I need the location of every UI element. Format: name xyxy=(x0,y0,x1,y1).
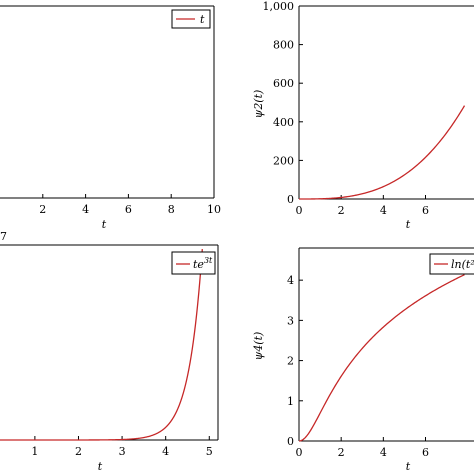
y-axis-label: ψ4(t) xyxy=(252,332,265,361)
y-tick-label: 0 xyxy=(287,435,294,448)
x-axis-label: t xyxy=(406,460,411,473)
x-tick-label: 6 xyxy=(125,203,132,216)
y-ticks: 0 200 400 600 800 1,000 xyxy=(263,0,303,206)
x-tick-label: 4 xyxy=(162,445,169,458)
legend: te3t xyxy=(171,251,216,275)
x-axis-label: t xyxy=(406,218,411,231)
x-tick-label: 2 xyxy=(75,445,82,458)
legend-label: te3t xyxy=(193,256,213,271)
x-tick-label: 4 xyxy=(82,203,89,216)
y-tick-label: 4 xyxy=(287,274,294,287)
x-tick-label: 6 xyxy=(422,446,429,459)
x-ticks: 0 2 4 6 xyxy=(296,437,429,459)
series-group xyxy=(298,274,465,442)
x-ticks: 2 4 6 8 10 xyxy=(39,194,221,216)
y-tick-label: 0 xyxy=(287,193,294,206)
y-axis-label: ψ2(t) xyxy=(252,90,265,119)
panel-top-left: 2 4 6 8 10 t t xyxy=(0,5,221,231)
y-tick-label: 800 xyxy=(273,39,294,52)
panel-top-right: 0 2 4 6 0 200 400 600 800 1,000 t ψ2(t) xyxy=(252,0,474,231)
panel-bottom-right: 0 2 4 6 0 1 2 3 4 t ψ4(t) ln(t² xyxy=(252,247,474,473)
y-exponent-label: 7 xyxy=(0,230,7,243)
y-tick-label: 1 xyxy=(287,395,294,408)
x-tick-label: 1 xyxy=(31,445,38,458)
x-tick-label: 4 xyxy=(380,204,387,217)
y-tick-label: 3 xyxy=(287,314,294,327)
series-group xyxy=(299,105,466,200)
x-axis-label: t xyxy=(102,218,107,231)
series-line xyxy=(298,274,465,442)
legend-box xyxy=(429,253,474,275)
series-line xyxy=(299,105,466,200)
legend-label: t xyxy=(200,13,205,26)
x-tick-label: 6 xyxy=(422,204,429,217)
legend-label-base: te xyxy=(193,258,204,271)
legend: t xyxy=(171,9,211,29)
x-tick-label: 4 xyxy=(380,446,387,459)
legend-label-exponent: 3t xyxy=(204,256,213,265)
y-tick-label: 1,000 xyxy=(263,0,295,13)
series-group xyxy=(0,249,203,441)
x-tick-label: 2 xyxy=(39,203,46,216)
panel-bottom-left: 7 1 2 3 4 5 t te3t xyxy=(0,230,219,473)
y-tick-label: 600 xyxy=(273,77,294,90)
x-tick-label: 0 xyxy=(296,446,303,459)
y-tick-label: 400 xyxy=(273,116,294,129)
x-ticks: 1 2 3 4 5 xyxy=(31,436,213,458)
x-axis-label: t xyxy=(98,460,103,473)
legend: ln(t² xyxy=(429,253,474,275)
legend-label: ln(t² xyxy=(451,258,474,271)
x-tick-label: 10 xyxy=(207,203,221,216)
y-tick-label: 200 xyxy=(273,154,294,167)
legend-box xyxy=(171,251,216,275)
x-tick-label: 0 xyxy=(296,204,303,217)
x-tick-label: 2 xyxy=(338,204,345,217)
x-tick-label: 3 xyxy=(119,445,126,458)
x-tick-label: 5 xyxy=(206,445,213,458)
y-ticks: 0 1 2 3 4 xyxy=(287,274,303,448)
series-line xyxy=(0,249,203,441)
y-tick-label: 2 xyxy=(287,355,294,368)
x-tick-label: 8 xyxy=(168,203,175,216)
x-tick-label: 2 xyxy=(338,446,345,459)
